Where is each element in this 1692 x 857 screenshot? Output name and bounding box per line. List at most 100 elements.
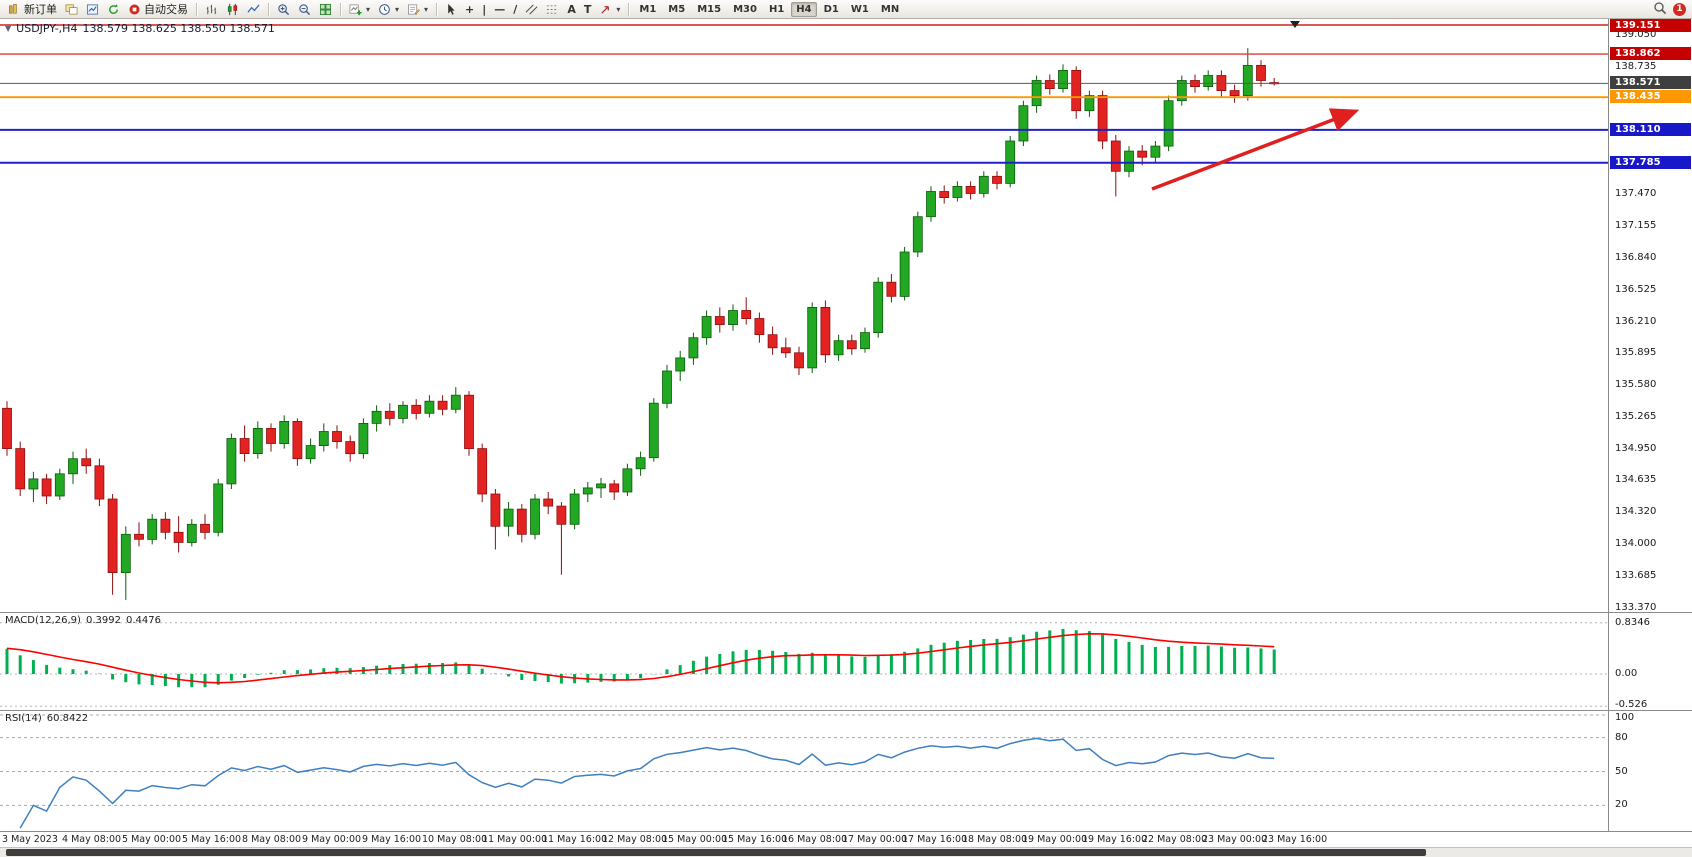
price-chart-canvas[interactable]: [0, 19, 1608, 613]
autotrade-label: 自动交易: [144, 3, 188, 16]
rsi-axis-label: 20: [1615, 799, 1628, 811]
trendline-button[interactable]: /: [509, 0, 521, 19]
chart-shift-marker[interactable]: [1290, 21, 1300, 28]
time-axis-label: 3 May 2023: [2, 834, 58, 845]
price-badge: 139.151: [1610, 19, 1691, 32]
toolbar-separator: [268, 2, 269, 16]
macd-canvas[interactable]: [0, 613, 1608, 711]
periods-button[interactable]: ▾: [374, 0, 403, 19]
price-axis[interactable]: 139.050138.735138.420138.105137.790137.4…: [1608, 19, 1692, 613]
refresh-icon: [107, 3, 120, 16]
tile-windows-button[interactable]: [315, 0, 336, 19]
price-axis-label: 138.735: [1615, 60, 1657, 72]
timeframe-h1-button[interactable]: H1: [768, 3, 785, 15]
horizontal-line-button[interactable]: —: [490, 0, 509, 19]
macd-label: MACD(12,26,9) 0.3992 0.4476: [5, 615, 161, 626]
price-axis-label: 134.950: [1615, 442, 1657, 454]
price-axis-label: 133.685: [1615, 570, 1657, 582]
timeframe-m5-button[interactable]: M5: [668, 3, 686, 15]
time-axis-label: 10 May 08:00: [422, 834, 488, 845]
price-axis-label: 136.525: [1615, 283, 1657, 295]
templates-button[interactable]: ▾: [403, 0, 432, 19]
candlestick-icon: [226, 3, 239, 16]
refresh-button[interactable]: [103, 0, 124, 19]
rsi-axis-label: 80: [1615, 731, 1628, 743]
price-badge: 137.785: [1610, 155, 1691, 169]
rsi-axis-label: 50: [1615, 765, 1628, 777]
timeframe-m15-button[interactable]: M15: [697, 3, 722, 15]
symbol-title: USDJPY-,H4: [16, 22, 78, 35]
timeframe-m1-button[interactable]: M1: [639, 3, 657, 15]
notification-badge[interactable]: 1: [1673, 2, 1686, 16]
search-icon[interactable]: [1653, 0, 1667, 19]
autotrade-button[interactable]: 自动交易: [124, 0, 192, 19]
time-axis-label: 17 May 00:00: [842, 834, 908, 845]
indicators-button[interactable]: ▾: [345, 0, 374, 19]
toolbar-separator: [196, 2, 197, 16]
time-axis-label: 5 May 00:00: [122, 834, 182, 845]
indicators-caret-icon: ▾: [366, 4, 371, 14]
candlestick-button[interactable]: [222, 0, 243, 19]
fibonacci-button[interactable]: [542, 0, 563, 19]
rsi-pane[interactable]: RSI(14) 60.8422: [0, 711, 1608, 832]
price-axis-label: 133.370: [1615, 601, 1657, 613]
price-axis-label: 137.155: [1615, 220, 1657, 232]
price-chart-pane[interactable]: ▼ USDJPY-,H4 138.579 138.625 138.550 138…: [0, 19, 1608, 613]
timeframe-h4-button[interactable]: H4: [791, 1, 817, 17]
tile-windows-icon: [319, 3, 332, 16]
rsi-axis-label: 100: [1615, 712, 1635, 723]
price-axis-label: 135.895: [1615, 347, 1657, 359]
timeframe-mn-button[interactable]: MN: [880, 3, 900, 15]
timeframe-m30-button[interactable]: M30: [733, 3, 757, 15]
line-chart-button[interactable]: [243, 0, 264, 19]
price-axis-label: 136.210: [1615, 315, 1657, 327]
autotrade-icon: [128, 3, 141, 16]
channel-button[interactable]: [521, 0, 542, 19]
zoom-out-button[interactable]: [294, 0, 315, 19]
chart-windows-button[interactable]: [61, 0, 82, 19]
horizontal-scrollbar[interactable]: [0, 847, 1692, 857]
horizontal-line-icon: —: [494, 2, 506, 16]
time-axis-label: 23 May 00:00: [1202, 834, 1268, 845]
label-button[interactable]: T: [580, 0, 596, 19]
cursor-button[interactable]: [441, 0, 461, 19]
chart-windows-icon: [65, 3, 78, 16]
bar-chart-button[interactable]: [201, 0, 222, 19]
macd-pane[interactable]: MACD(12,26,9) 0.3992 0.4476: [0, 613, 1608, 711]
timeframe-d1-button[interactable]: D1: [823, 3, 839, 15]
macd-name: MACD(12,26,9): [5, 615, 81, 626]
time-axis-label: 12 May 08:00: [602, 834, 668, 845]
time-axis[interactable]: 3 May 2023 4 May 08:00 5 May 00:00 5 May 16…: [0, 832, 1692, 847]
rsi-canvas[interactable]: [0, 711, 1608, 832]
time-axis-label: 18 May 08:00: [962, 834, 1028, 845]
main-toolbar: 新订单 自动交易: [0, 0, 1692, 19]
arrows-button[interactable]: ▾: [595, 0, 624, 19]
toolbar-separator: [628, 2, 630, 16]
text-button[interactable]: A: [563, 0, 580, 19]
new-order-button[interactable]: 新订单: [4, 0, 61, 19]
zoom-in-button[interactable]: [273, 0, 294, 19]
scrollbar-thumb[interactable]: [6, 849, 1426, 856]
arrows-icon: [599, 3, 612, 16]
symbol-dropdown-icon[interactable]: ▼: [5, 24, 12, 33]
crosshair-button[interactable]: +: [461, 0, 478, 19]
rsi-name: RSI(14): [5, 713, 42, 724]
templates-icon: [407, 3, 420, 16]
fibonacci-icon: [546, 3, 559, 16]
market-watch-button[interactable]: [82, 0, 103, 19]
time-axis-label: 19 May 00:00: [1022, 834, 1088, 845]
macd-value-main: 0.3992: [85, 615, 121, 626]
vertical-line-button[interactable]: |: [478, 0, 490, 19]
arrows-caret-icon: ▾: [616, 4, 621, 14]
chart-header[interactable]: ▼ USDJPY-,H4 138.579 138.625 138.550 138…: [5, 22, 275, 35]
new-order-label: 新订单: [24, 3, 57, 16]
time-axis-label: 15 May 16:00: [722, 834, 788, 845]
price-axis-label: 135.580: [1615, 379, 1657, 391]
channel-icon: [525, 3, 538, 16]
price-badge: 138.435: [1610, 90, 1691, 104]
timeframe-w1-button[interactable]: W1: [850, 3, 869, 15]
toolbar-right-group: 1: [1653, 0, 1688, 19]
macd-axis-label: 0.8346: [1615, 616, 1650, 628]
label-icon: T: [583, 2, 592, 16]
cursor-icon: [445, 3, 457, 16]
